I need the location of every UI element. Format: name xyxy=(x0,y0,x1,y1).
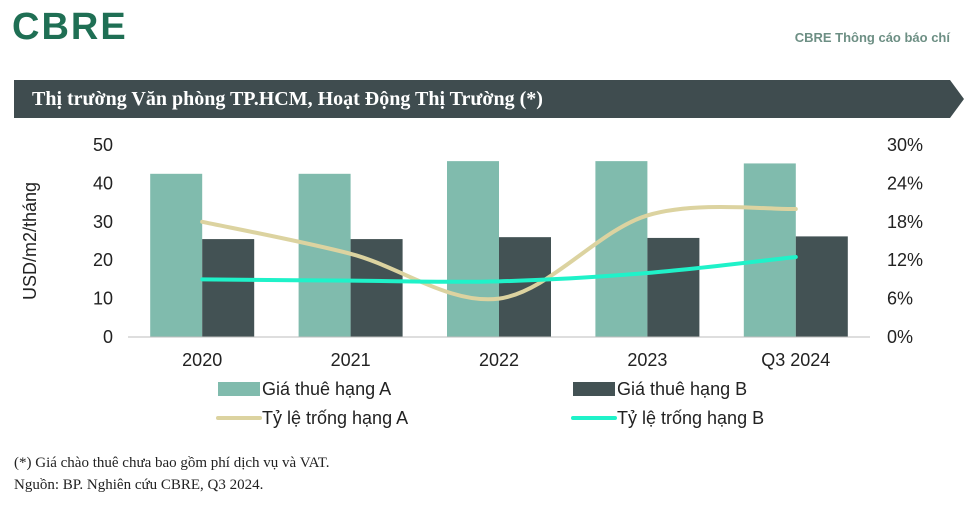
y-tick-label: 10 xyxy=(93,289,113,309)
y2-tick-label: 0% xyxy=(887,327,913,347)
x-tick-label: 2020 xyxy=(182,350,222,370)
bar-b xyxy=(499,237,551,337)
y-tick-label: 20 xyxy=(93,250,113,270)
source-note: Nguồn: BP. Nghiên cứu CBRE, Q3 2024. xyxy=(14,477,264,493)
x-tick-label: 2023 xyxy=(627,350,667,370)
legend-swatch xyxy=(218,382,260,396)
bar-b xyxy=(795,236,848,337)
bar-a xyxy=(150,173,203,337)
y-tick-label: 0 xyxy=(103,327,113,347)
y-axis-label: USD/m2/tháng xyxy=(20,182,40,300)
x-tick-label: 2021 xyxy=(331,350,371,370)
y-tick-label: 30 xyxy=(93,212,113,232)
footnote: (*) Giá chào thuê chưa bao gồm phí dịch … xyxy=(14,455,330,471)
y2-tick-label: 18% xyxy=(887,212,923,232)
x-tick-label: 2022 xyxy=(479,350,519,370)
y2-tick-label: 24% xyxy=(887,173,923,193)
line-vacancy-b xyxy=(200,255,798,284)
bar-b xyxy=(647,237,700,337)
chart: 0 10 20 30 40 50 0% 6% 12% 18% 24% 30% USD/m2/tháng 2… xyxy=(20,135,923,428)
legend-label: Giá thuê hạng A xyxy=(262,379,391,399)
y2-tick-label: 6% xyxy=(887,289,913,309)
legend-label: Tỷ lệ trống hạng B xyxy=(617,408,764,428)
bar-a xyxy=(447,161,499,337)
legend-swatch xyxy=(573,382,615,396)
legend-label: Tỷ lệ trống hạng A xyxy=(262,408,408,428)
bar-b xyxy=(350,239,403,337)
press-release-label: CBRE Thông cáo báo chí xyxy=(794,30,950,45)
line-vacancy-a xyxy=(200,204,798,302)
bar-a xyxy=(743,163,796,337)
bar-a xyxy=(595,161,648,337)
y-tick-label: 40 xyxy=(93,173,113,193)
bar-a xyxy=(298,173,351,337)
title-banner xyxy=(14,80,964,118)
y-tick-label: 50 xyxy=(93,135,113,155)
legend-label: Giá thuê hạng B xyxy=(617,379,747,399)
bar-b xyxy=(202,239,255,337)
y2-tick-label: 30% xyxy=(887,135,923,155)
chart-title: Thị trường Văn phòng TP.HCM, Hoạt Động T… xyxy=(32,88,543,110)
y2-tick-label: 12% xyxy=(887,250,923,270)
x-tick-label: Q3 2024 xyxy=(761,350,830,370)
cbre-logo: CBRE xyxy=(12,6,128,48)
